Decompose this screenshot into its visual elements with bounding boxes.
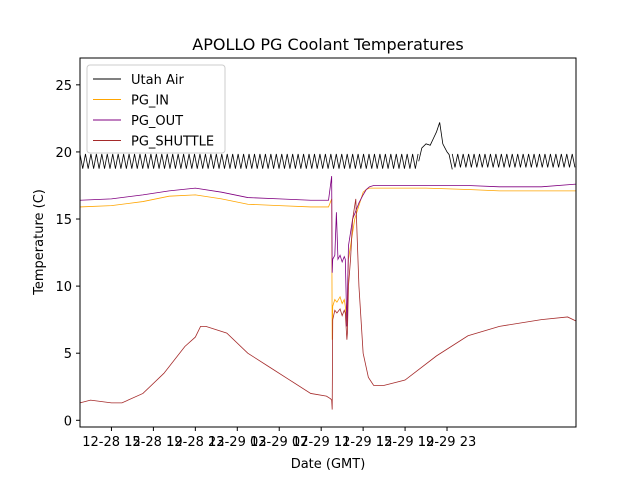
chart-title: APOLLO PG Coolant Temperatures — [192, 35, 463, 54]
series-utah-air — [79, 122, 576, 170]
x-tick-label-8: 12-29 23 — [418, 435, 476, 450]
series-line-3 — [79, 198, 577, 410]
y-tick-label-2: 10 — [55, 280, 72, 295]
x-tick-label-4: 12-29 07 — [250, 435, 308, 450]
series-line-0-osc-0 — [79, 153, 419, 169]
series-line-0-osc-1 — [451, 153, 576, 168]
y-tick-label-0: 0 — [64, 414, 72, 429]
series-layer — [79, 122, 577, 410]
legend: Utah Air PG_IN PG_OUT PG_SHUTTLE — [86, 64, 226, 154]
x-tick-label-2: 12-28 23 — [166, 435, 224, 450]
legend-label-1: PG_IN — [131, 94, 169, 109]
legend-label-3: PG_SHUTTLE — [131, 135, 214, 150]
x-tick-label-5: 12-29 11 — [292, 435, 350, 450]
y-tick-label-5: 25 — [55, 79, 72, 94]
legend-label-2: PG_OUT — [131, 114, 183, 129]
legend-label-0: Utah Air — [131, 73, 184, 88]
series-pg-out — [79, 176, 577, 327]
series-line-2 — [79, 176, 577, 327]
x-tick-label-0: 12-28 15 — [82, 435, 140, 450]
y-tick-label-3: 15 — [55, 213, 72, 228]
y-axis-ticks: 0 5 10 15 20 25 — [55, 79, 80, 429]
series-line-0 — [418, 122, 453, 170]
series-pg-in — [79, 187, 576, 340]
series-pg-shuttle — [79, 198, 577, 410]
y-tick-label-1: 5 — [64, 347, 72, 362]
x-tick-label-6: 12-29 15 — [334, 435, 392, 450]
legend-box — [86, 64, 226, 154]
x-tick-label-7: 12-29 19 — [376, 435, 434, 450]
x-axis-label: Date (GMT) — [291, 457, 366, 472]
series-line-1 — [79, 187, 576, 340]
y-axis-label: Temperature (C) — [32, 189, 47, 296]
plot-frame — [79, 57, 577, 428]
y-tick-label-4: 20 — [55, 146, 72, 161]
x-tick-label-3: 12-29 03 — [208, 435, 266, 450]
x-tick-label-1: 12-28 19 — [124, 435, 182, 450]
